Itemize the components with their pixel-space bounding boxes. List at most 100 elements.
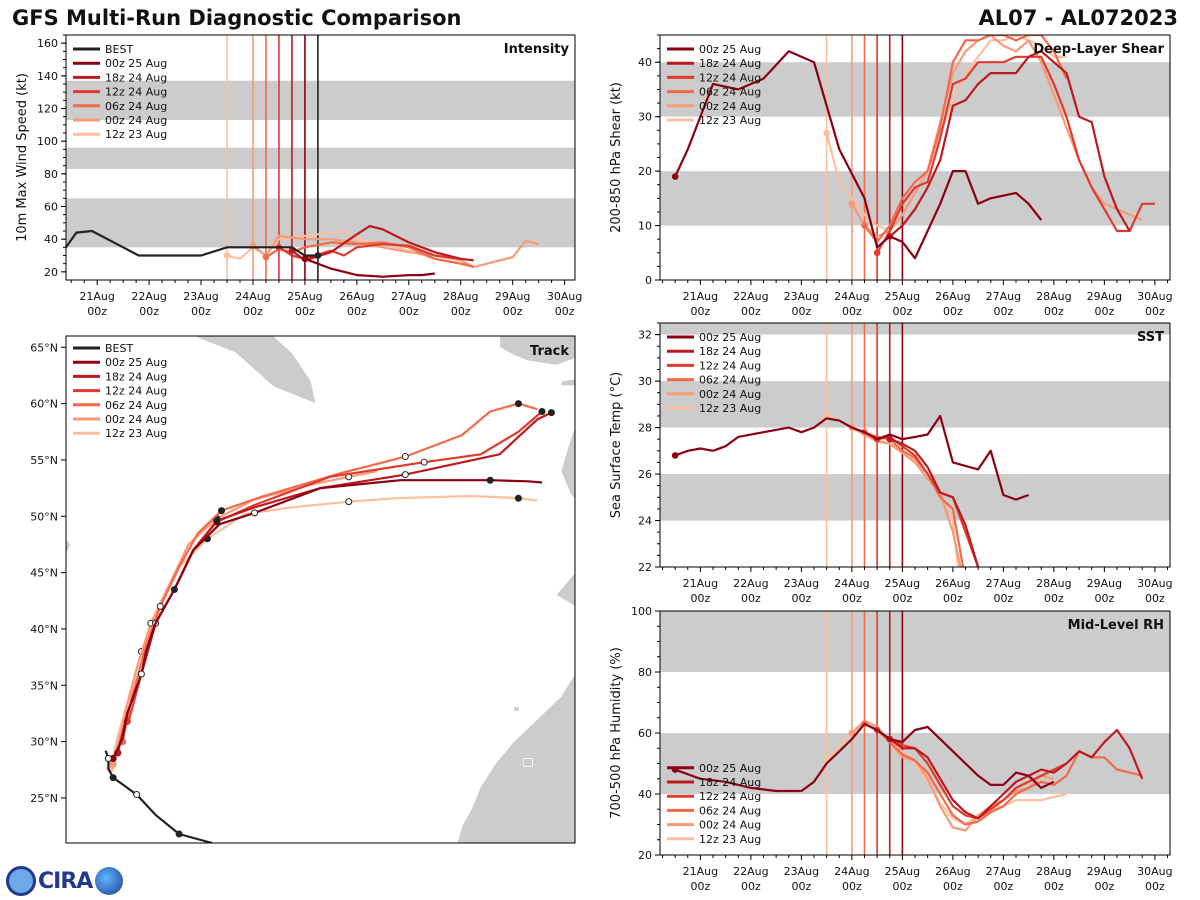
x-tick-label: 30Aug: [547, 290, 582, 303]
legend-label: 12z 23 Aug: [105, 128, 167, 141]
land-madeira: [513, 706, 520, 712]
cira-logo-text: CIRA: [38, 868, 93, 894]
series-start-marker: [671, 173, 679, 180]
series-line: [864, 722, 1143, 826]
series-start-marker: [861, 222, 868, 229]
x-tick-label: 00z: [943, 880, 963, 893]
series-line: [876, 55, 1155, 254]
x-tick-label: 28Aug: [443, 290, 478, 303]
series-start-marker: [848, 200, 856, 208]
x-tick-label: 22Aug: [131, 290, 166, 303]
land-greenland: [192, 336, 317, 405]
legend-label: 00z 24 Aug: [105, 413, 167, 426]
shading-band: [660, 381, 1170, 428]
x-tick-label: 00z: [1145, 305, 1165, 318]
x-tick-label: 28Aug: [1036, 865, 1071, 878]
y-axis-label: 200-850 hPa Shear (kt): [609, 82, 624, 233]
legend-label: 12z 23 Aug: [699, 114, 761, 127]
series-start-marker: [223, 252, 231, 259]
y-tick-label: 100: [631, 605, 652, 618]
y-tick-label: 120: [37, 103, 58, 116]
land-iceland: [499, 336, 575, 366]
legend-label: 00z 24 Aug: [699, 388, 761, 401]
legend-label: 00z 25 Aug: [105, 57, 167, 70]
x-tick-label: 22Aug: [733, 290, 768, 303]
legend-label: 12z 24 Aug: [699, 790, 761, 803]
cira-logo: CIRA: [6, 866, 124, 896]
x-tick-label: 29Aug: [1087, 865, 1122, 878]
track-line: [112, 470, 378, 765]
x-tick-label: 00z: [892, 305, 912, 318]
panel-rh: 20 40 60 80 100 21Aug 00z 22Aug 00z 23Aug 00z 24Aug…: [609, 605, 1173, 893]
y-tick-label: 0: [645, 274, 652, 287]
x-tick-label: 00z: [295, 305, 315, 318]
legend-label: 12z 24 Aug: [699, 359, 761, 372]
panel-track: 25°N 30°N 35°N 40°N 45°N 50°N 55°N 60°N 65°N Trac…: [30, 335, 576, 844]
shading-band: [66, 147, 575, 169]
best-track-line: [104, 750, 213, 843]
x-tick-label: 00z: [1145, 880, 1165, 893]
track-point: [218, 507, 226, 515]
x-tick-label: 00z: [1094, 880, 1114, 893]
track-lines: [104, 400, 555, 843]
legend-label: 06z 24 Aug: [105, 399, 167, 412]
land-group: [66, 336, 575, 843]
legend-label: 06z 24 Aug: [699, 804, 761, 817]
x-tick-label: 00z: [691, 305, 711, 318]
series-group: [671, 412, 1029, 567]
legend-label: 06z 24 Aug: [699, 374, 761, 387]
x-tick-label: 00z: [691, 880, 711, 893]
track-start-marker: [109, 760, 117, 768]
x-tick-label: 30Aug: [1137, 290, 1172, 303]
storm-id: AL07 - AL072023: [978, 6, 1179, 30]
best-track-point: [109, 774, 117, 782]
best-track-point: [175, 830, 183, 838]
track-point: [213, 517, 221, 525]
legend-label: 18z 24 Aug: [699, 776, 761, 789]
legend-label: 12z 23 Aug: [105, 427, 167, 440]
x-tick-label: 00z: [993, 880, 1013, 893]
x-tick-label: 30Aug: [1137, 577, 1172, 590]
legend-label: BEST: [105, 43, 133, 56]
series-start-marker: [671, 452, 679, 459]
x-tick-label: 30Aug: [1137, 865, 1172, 878]
track-point: [514, 494, 522, 502]
track-line: [112, 479, 543, 759]
x-tick-label: 00z: [1044, 880, 1064, 893]
map-frame: [65, 335, 576, 844]
legend-label: 12z 24 Aug: [699, 71, 761, 84]
x-tick-label: 00z: [842, 305, 862, 318]
lat-tick-label: 25°N: [30, 792, 58, 805]
x-tick-label: 00z: [943, 592, 963, 605]
series-group: [671, 35, 1155, 260]
series-line: [889, 438, 980, 567]
x-tick-label: 28Aug: [1036, 577, 1071, 590]
best-track-point: [104, 755, 112, 762]
x-tick-label: 25Aug: [885, 865, 920, 878]
shading-band: [66, 80, 575, 120]
globe-icon: [95, 867, 124, 895]
best-track-point: [133, 791, 141, 799]
y-tick-label: 26: [638, 468, 652, 481]
track-point: [514, 400, 522, 408]
series-line: [674, 414, 1029, 501]
x-tick-label: 23Aug: [784, 577, 819, 590]
track-point: [401, 453, 409, 461]
x-tick-label: 29Aug: [1087, 577, 1122, 590]
y-tick-label: 60: [44, 201, 58, 214]
series-line: [889, 50, 1131, 238]
x-tick-label: 28Aug: [1036, 290, 1071, 303]
x-tick-label: 00z: [1044, 305, 1064, 318]
legend-label: 00z 25 Aug: [699, 331, 761, 344]
x-tick-label: 00z: [1044, 592, 1064, 605]
y-tick-label: 20: [44, 266, 58, 279]
panel-sst: 22 24 26 28 30 32 21Aug 00z 22Aug 00z 23Aug 00z 24Au…: [609, 322, 1173, 605]
x-tick-label: 00z: [87, 305, 107, 318]
track-point: [345, 498, 353, 506]
x-tick-label: 22Aug: [733, 577, 768, 590]
y-axis-label: 700-500 hPa Humidity (%): [609, 647, 624, 819]
y-tick-label: 20: [638, 165, 652, 178]
panel-title: Track: [530, 344, 569, 359]
